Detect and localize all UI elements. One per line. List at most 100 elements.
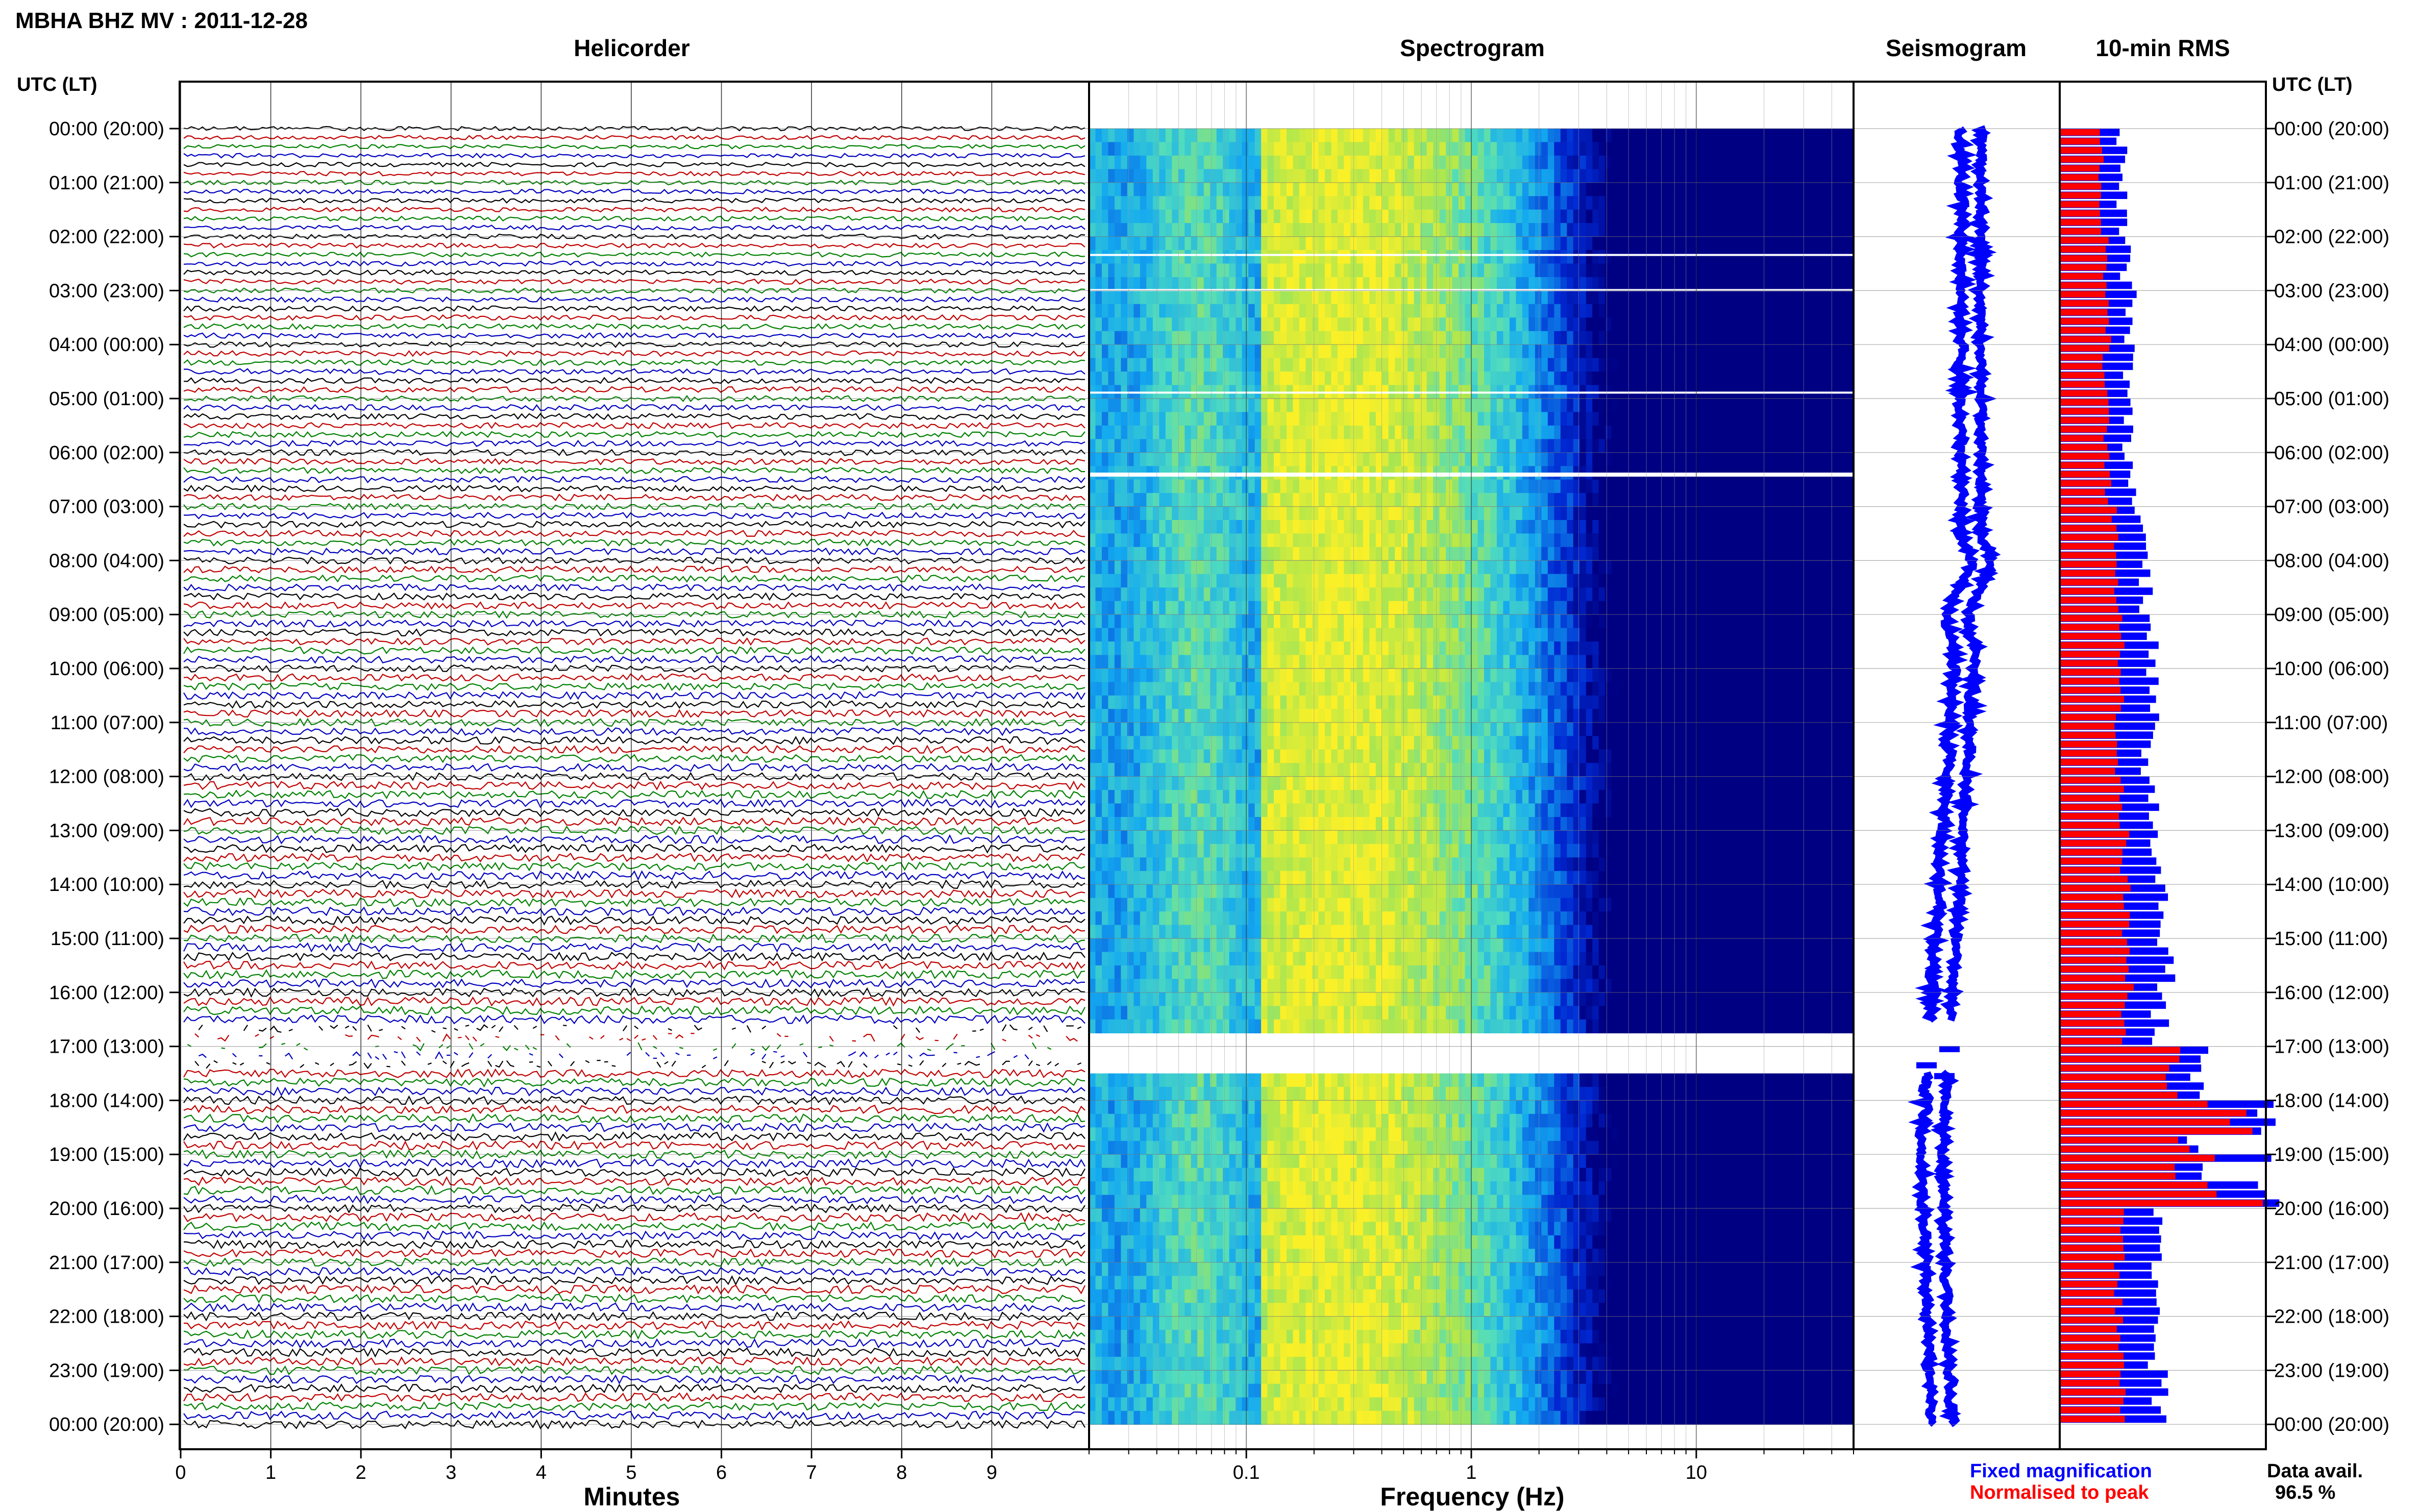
rms-bar-normalised — [2061, 1262, 2114, 1270]
helicorder-trace — [183, 431, 1085, 438]
helicorder-trace — [183, 1158, 1085, 1169]
helicorder-trace — [183, 1014, 1085, 1025]
helicorder-trace — [183, 206, 1085, 213]
rms-bar-normalised — [2061, 1334, 2120, 1342]
rms-bar-normalised — [2061, 489, 2105, 495]
helicorder-trace — [183, 135, 1085, 140]
rms-bar-normalised — [2061, 804, 2122, 811]
rms-bar-normalised — [2061, 1163, 2175, 1171]
helicorder-trace — [183, 745, 1085, 754]
helicorder-xtick: 1 — [265, 1462, 276, 1483]
helicorder-trace — [183, 233, 1085, 240]
rms-bar-normalised — [2061, 1011, 2121, 1018]
time-label-right: 10:00 (06:00) — [2274, 658, 2389, 680]
rms-bar-normalised — [2061, 525, 2117, 532]
rms-bar-normalised — [2061, 696, 2125, 703]
rms-bar-normalised — [2061, 399, 2109, 406]
rms-bar-normalised — [2061, 219, 2101, 226]
spectrogram-panel — [1089, 82, 1854, 1449]
time-label-left: 12:00 (08:00) — [49, 766, 164, 788]
helicorder-title: Helicorder — [574, 35, 690, 61]
rms-bar-normalised — [2061, 543, 2114, 550]
rms-bar-normalised — [2061, 147, 2102, 154]
rms-title: 10-min RMS — [2095, 35, 2230, 61]
rms-bar-normalised — [2061, 201, 2100, 208]
availability-value: 96.5 % — [2275, 1482, 2335, 1503]
time-axis-label-right: UTC (LT) — [2272, 74, 2353, 95]
helicorder-trace — [183, 897, 1085, 908]
time-label-left: 10:00 (06:00) — [49, 658, 164, 680]
time-label-right: 05:00 (01:00) — [2274, 388, 2389, 410]
helicorder-trace — [183, 529, 1085, 538]
helicorder-trace — [183, 1257, 1085, 1268]
rms-bar-normalised — [2061, 939, 2127, 946]
helicorder-trace — [183, 1248, 1085, 1259]
rms-bar-normalised — [2061, 1227, 2120, 1233]
time-label-left: 03:00 (23:00) — [49, 280, 164, 302]
rms-bar-normalised — [2061, 579, 2118, 586]
time-label-right: 09:00 (05:00) — [2274, 604, 2389, 626]
rms-bar-normalised — [2061, 678, 2119, 685]
rms-bar-normalised — [2061, 309, 2108, 316]
rms-bar-normalised — [2061, 336, 2111, 343]
time-label-right: 00:00 (20:00) — [2274, 1414, 2389, 1435]
time-label-right: 12:00 (08:00) — [2274, 766, 2389, 788]
helicorder-trace — [183, 1077, 1085, 1088]
helicorder-trace — [183, 1221, 1085, 1232]
helicorder-trace — [183, 717, 1085, 727]
helicorder-trace — [183, 1419, 1085, 1430]
helicorder-trace — [183, 664, 1085, 673]
helicorder-trace — [183, 700, 1085, 709]
helicorder-trace — [183, 386, 1085, 393]
time-label-left: 00:00 (20:00) — [49, 1414, 164, 1435]
rms-bar-normalised — [2061, 552, 2116, 559]
rms-bar-normalised — [2061, 561, 2117, 567]
time-label-right: 18:00 (14:00) — [2274, 1090, 2389, 1111]
rms-bar-normalised — [2061, 390, 2108, 396]
rms-bar-normalised — [2061, 615, 2122, 622]
rms-bar-normalised — [2061, 651, 2120, 658]
time-label-left: 09:00 (05:00) — [49, 604, 164, 626]
helicorder-trace — [183, 1104, 1085, 1114]
helicorder-trace — [183, 1356, 1085, 1367]
availability-label: Data avail. — [2267, 1460, 2363, 1482]
rms-bar-normalised — [2061, 642, 2125, 649]
rms-bar-normalised — [2061, 965, 2129, 973]
helicorder-trace — [183, 377, 1085, 384]
helicorder-trace — [183, 242, 1085, 249]
rms-bar-normalised — [2061, 129, 2100, 136]
rms-bar-normalised — [2061, 228, 2101, 235]
helicorder-trace — [183, 772, 1085, 781]
helicorder-trace — [183, 296, 1085, 303]
rms-bar-normalised — [2061, 714, 2116, 721]
rms-bar-normalised — [2061, 1056, 2180, 1062]
time-label-right: 08:00 (04:00) — [2274, 550, 2389, 572]
rms-bar-normalised — [2061, 264, 2107, 271]
helicorder-xlabel: Minutes — [584, 1482, 680, 1511]
rms-bar-normalised — [2061, 1002, 2125, 1008]
helicorder-trace — [183, 1212, 1085, 1223]
spectrogram-title: Spectrogram — [1400, 35, 1545, 61]
rms-bar-normalised — [2061, 1371, 2121, 1377]
rms-bar-normalised — [2061, 372, 2105, 379]
legend-fixed: Fixed magnification — [1970, 1460, 2152, 1482]
helicorder-trace — [183, 1068, 1085, 1078]
helicorder-trace — [183, 1194, 1085, 1205]
helicorder-trace — [183, 305, 1085, 312]
helicorder-trace — [183, 825, 1085, 835]
rms-bar-normalised — [2061, 1416, 2125, 1423]
helicorder-trace — [183, 619, 1085, 628]
rms-bar-normalised — [2061, 957, 2127, 963]
seismogram-panel — [1907, 125, 2001, 1427]
rms-bar-normalised — [2061, 237, 2109, 244]
helicorder-trace — [183, 762, 1085, 772]
helicorder-trace — [183, 538, 1085, 547]
helicorder-panel — [180, 82, 1085, 1449]
rms-bar-normalised — [2061, 1020, 2125, 1027]
helicorder-trace — [183, 709, 1085, 718]
rms-panel — [2061, 129, 2280, 1423]
helicorder-trace — [183, 1113, 1085, 1124]
helicorder-trace — [183, 153, 1085, 159]
helicorder-trace — [183, 906, 1085, 917]
